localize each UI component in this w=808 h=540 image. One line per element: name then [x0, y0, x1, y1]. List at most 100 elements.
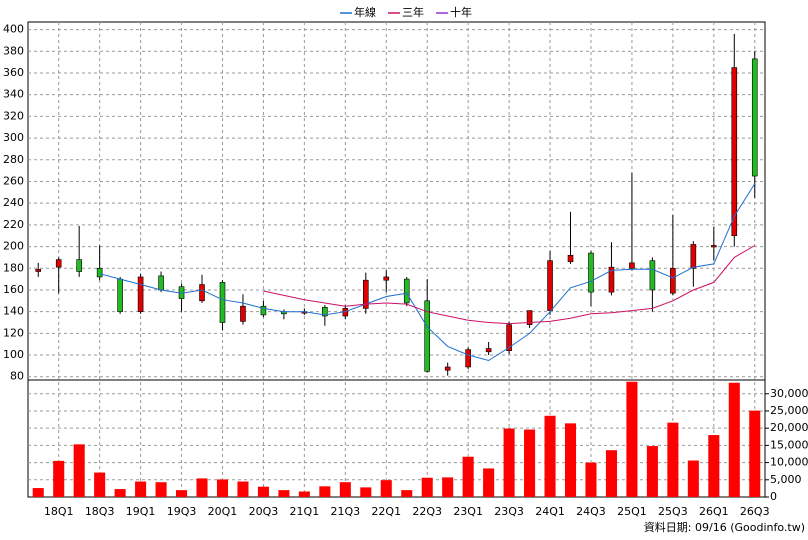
y-tick-label: 320: [3, 109, 24, 122]
x-tick-label: 21Q3: [330, 505, 360, 518]
x-tick-label: 18Q3: [85, 505, 115, 518]
line-series: [99, 183, 756, 362]
candle-body: [690, 244, 697, 269]
y2-tick-label: 10,000: [770, 456, 808, 469]
volume-bar: [278, 490, 290, 497]
volume-bar: [380, 480, 392, 497]
x-tick-label: 20Q3: [249, 505, 279, 518]
volume-bar: [585, 462, 597, 497]
candle-body: [35, 269, 42, 272]
candle-body: [96, 267, 103, 278]
x-tick-label: 24Q3: [576, 505, 606, 518]
volume-bar: [564, 423, 577, 497]
volume-bar: [503, 428, 515, 497]
volume-bar: [155, 482, 167, 497]
candle-body: [485, 348, 492, 353]
candle-body: [383, 276, 390, 281]
y-tick-label: 220: [3, 218, 24, 231]
legend-label: 三年: [402, 5, 424, 19]
x-tick-label: 20Q1: [208, 505, 238, 518]
x-tick-label: 26Q1: [699, 505, 729, 518]
candle-body: [158, 275, 164, 291]
y-tick-label: 300: [3, 131, 24, 144]
candle-body: [465, 349, 471, 368]
x-tick-label: 24Q1: [535, 505, 565, 518]
volume-bar: [257, 486, 269, 497]
y2-tick-label: 15,000: [770, 438, 808, 451]
y-tick-label: 280: [3, 153, 24, 166]
x-tick-label: 25Q3: [658, 505, 688, 518]
x-tick-label: 22Q1: [371, 505, 401, 518]
x-tick-label: 19Q3: [167, 505, 197, 518]
y2-tick-label: 0: [770, 490, 777, 503]
candle-body: [199, 284, 205, 302]
x-tick-label: 19Q1: [126, 505, 156, 518]
x-tick-label: 22Q3: [412, 505, 442, 518]
legend-label: 年線: [354, 5, 376, 19]
volume-bar: [32, 488, 44, 497]
candle-body: [526, 310, 533, 325]
y-tick-label: 360: [3, 66, 24, 79]
footer: 資料日期: 09/16 (Goodinfo.tw): [644, 520, 805, 534]
legend-label: 十年: [450, 5, 472, 19]
y2-tick-label: 25,000: [770, 404, 808, 417]
y-tick-label: 140: [3, 305, 24, 318]
volume-bar: [176, 490, 188, 497]
candle-body: [362, 279, 369, 309]
candle-body: [711, 245, 717, 248]
volume-bar: [462, 456, 474, 497]
candle-body: [117, 278, 123, 312]
candle-body: [506, 324, 512, 352]
candle-body: [731, 67, 738, 237]
candle-body: [55, 259, 62, 268]
y2-tick-label: 20,000: [770, 421, 808, 434]
candle-body: [403, 278, 410, 304]
volume-bar: [728, 382, 740, 497]
x-tick-label: 18Q1: [44, 505, 74, 518]
candle-body: [444, 366, 451, 371]
line-series: [263, 245, 756, 325]
y-tick-label: 260: [3, 174, 24, 187]
candle-body: [547, 260, 553, 311]
y-tick-label: 240: [3, 196, 24, 209]
y-tick-label: 380: [3, 44, 24, 57]
candle-body: [670, 267, 676, 294]
y-tick-label: 80: [10, 370, 24, 383]
x-tick-label: 23Q1: [453, 505, 483, 518]
volume-bar: [646, 446, 658, 497]
volume-bar: [237, 481, 249, 497]
y-tick-label: 340: [3, 88, 24, 101]
volume-bar: [544, 415, 556, 497]
y-tick-label: 400: [3, 23, 24, 36]
y-tick-label: 100: [3, 348, 24, 361]
candle-body: [260, 305, 267, 316]
x-tick-label: 21Q1: [290, 505, 320, 518]
volume-bar: [135, 481, 147, 497]
volume-bar: [94, 472, 106, 497]
candle-body: [76, 259, 82, 272]
volume-bar: [626, 381, 638, 497]
y2-tick-label: 5,000: [770, 473, 802, 486]
candle-body: [322, 307, 328, 317]
x-tick-label: 23Q3: [494, 505, 524, 518]
candle-body: [424, 300, 431, 372]
volume-bar: [442, 477, 454, 497]
volume-bar: [216, 479, 229, 497]
plot-frame: [27, 21, 766, 498]
candle-body: [608, 266, 615, 293]
candle-body: [649, 260, 656, 291]
volume-bar: [708, 435, 720, 497]
y2-tick-label: 30,000: [770, 387, 808, 400]
y-tick-label: 120: [3, 326, 24, 339]
volume-bar: [73, 444, 85, 497]
volume-bar: [53, 460, 65, 497]
x-tick-label: 26Q3: [740, 505, 770, 518]
candle-body: [240, 305, 246, 322]
candle-body: [137, 276, 144, 312]
volume-bar: [319, 486, 331, 497]
volume-bar: [114, 489, 126, 497]
volume-bar: [298, 491, 310, 497]
volume-bar: [667, 422, 679, 497]
x-tick-label: 25Q1: [617, 505, 647, 518]
